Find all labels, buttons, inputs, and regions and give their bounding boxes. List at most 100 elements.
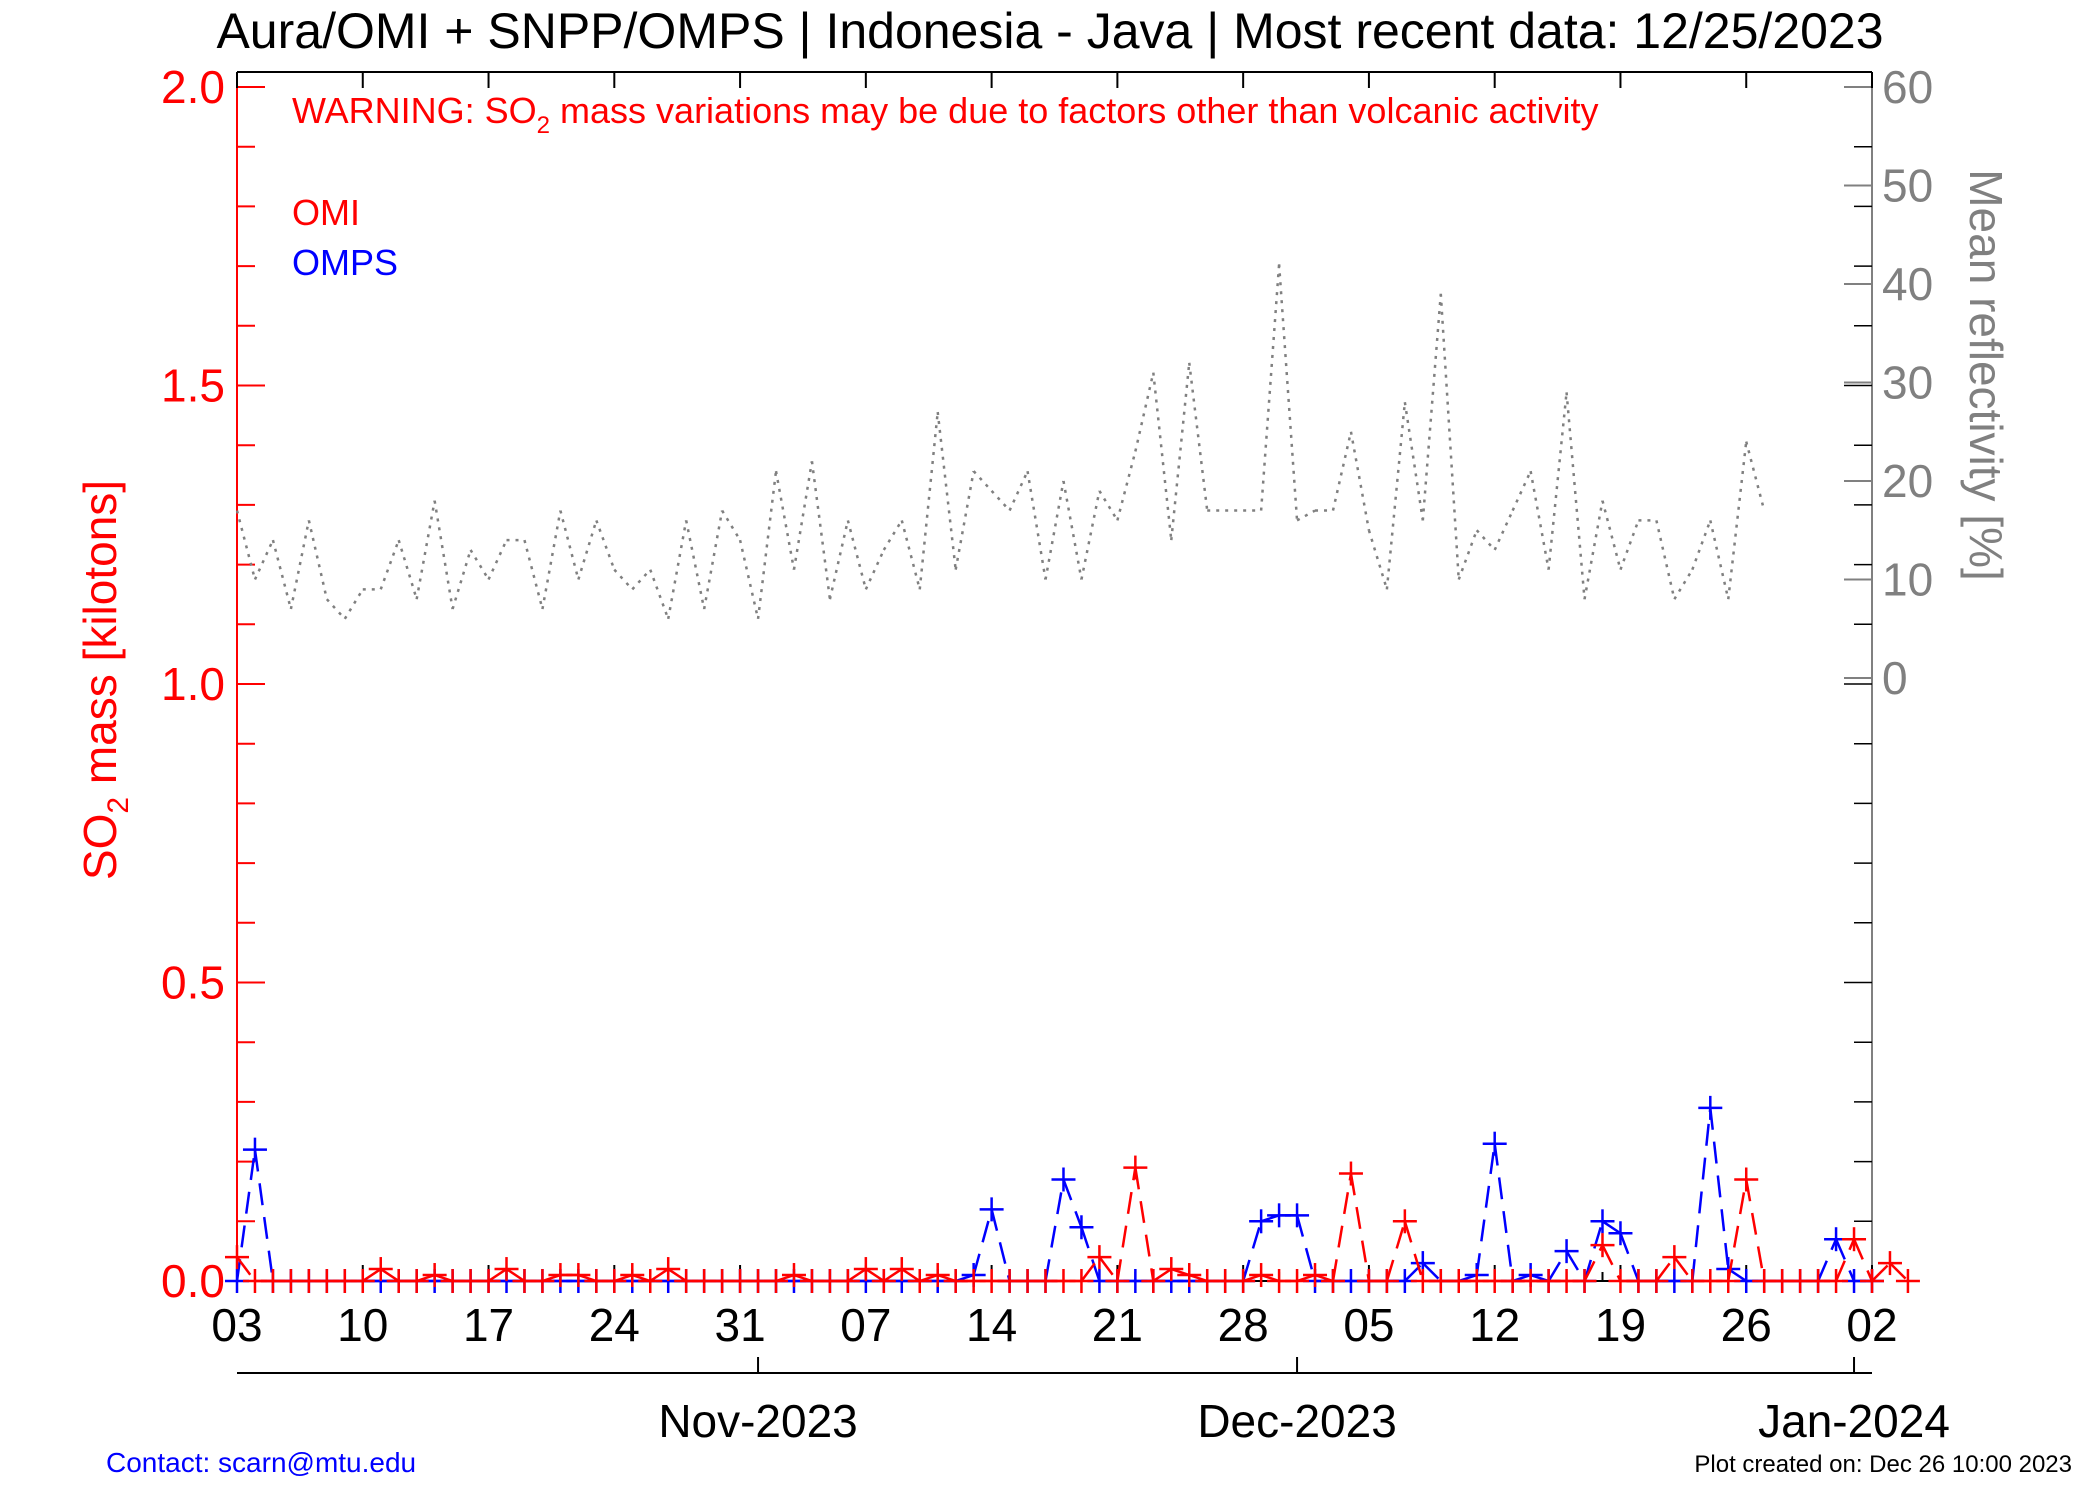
omps-segment — [1816, 1238, 1838, 1282]
reflectivity-segment — [1134, 372, 1155, 452]
reflectivity-series — [235, 264, 1766, 620]
omps-segment — [972, 1209, 993, 1276]
reflectivity-segment — [1529, 470, 1550, 570]
omps-series — [225, 1095, 1884, 1293]
omps-point — [1051, 1167, 1076, 1192]
omi-point — [476, 1269, 501, 1293]
omi-segment — [236, 1256, 256, 1282]
reflectivity-segment — [235, 510, 257, 580]
reflectivity-segment — [379, 539, 400, 590]
reflectivity-segment — [1547, 392, 1568, 570]
x-tick-label: 28 — [1218, 1299, 1269, 1351]
y-tick-label-right: 60 — [1882, 61, 1933, 113]
reflectivity-segment — [1493, 510, 1514, 551]
reflectivity-segment — [1439, 293, 1461, 580]
reflectivity-segment — [954, 470, 975, 570]
y-axis-left-label: SO2 mass [kilotons] — [74, 480, 135, 880]
axis-ticks — [236, 72, 1873, 1373]
omi-point — [494, 1257, 519, 1282]
reflectivity-segment — [253, 539, 275, 581]
omi-point — [1590, 1233, 1615, 1258]
omi-point — [566, 1263, 591, 1288]
omi-segment — [1385, 1220, 1407, 1282]
reflectivity-segment — [666, 520, 688, 620]
omi-point — [1105, 1269, 1130, 1293]
omi-point — [1141, 1269, 1166, 1293]
omi-segment — [1331, 1173, 1353, 1282]
y-tick-label-left: 2.0 — [161, 61, 225, 113]
omps-segment — [1547, 1250, 1568, 1282]
omi-point — [1824, 1269, 1849, 1293]
reflectivity-segment — [990, 490, 1011, 512]
omi-segment — [505, 1268, 526, 1283]
reflectivity-segment — [1349, 431, 1371, 531]
reflectivity-segment — [810, 461, 832, 600]
omi-point — [1716, 1269, 1741, 1293]
month-label: Dec-2023 — [1197, 1395, 1396, 1447]
omi-segment — [1852, 1238, 1874, 1282]
reflectivity-segment — [1188, 362, 1209, 511]
omi-segment — [487, 1268, 508, 1283]
omi-point — [1231, 1269, 1256, 1293]
omps-segment — [253, 1149, 275, 1282]
omi-point — [925, 1263, 950, 1288]
omps-point — [1554, 1239, 1579, 1264]
omi-segment — [1834, 1238, 1856, 1282]
omi-segment — [1134, 1167, 1155, 1282]
omps-segment — [1241, 1220, 1263, 1282]
x-tick-label: 19 — [1595, 1299, 1646, 1351]
y-tick-label-left: 0.5 — [161, 957, 225, 1009]
y-tick-label-right: 40 — [1882, 258, 1933, 310]
omi-segment — [865, 1268, 885, 1283]
reflectivity-segment — [397, 539, 418, 600]
y-tick-label-right: 50 — [1882, 160, 1933, 212]
omi-point — [1662, 1245, 1687, 1270]
y-tick-label-left: 1.0 — [161, 658, 225, 710]
omi-segment — [847, 1268, 867, 1283]
reflectivity-segment — [487, 539, 508, 581]
reflectivity-segment — [271, 539, 293, 610]
omi-point — [889, 1257, 914, 1282]
omi-point — [871, 1269, 896, 1293]
reflectivity-segment — [559, 510, 580, 580]
y-tick-label-right: 0 — [1882, 652, 1908, 704]
omi-point — [764, 1269, 789, 1293]
omps-point — [1608, 1221, 1633, 1246]
omi-point — [1644, 1269, 1669, 1293]
reflectivity-segment — [774, 470, 796, 570]
reflectivity-segment — [541, 510, 562, 610]
reflectivity-segment — [846, 520, 868, 590]
omi-point — [422, 1263, 447, 1288]
reflectivity-segment — [1583, 500, 1604, 600]
omi-segment — [1403, 1220, 1425, 1282]
omi-segment — [1349, 1173, 1371, 1282]
y-axis-right-label: Mean reflectivity [%] — [1960, 169, 2012, 581]
reflectivity-segment — [649, 569, 670, 620]
x-tick-label: 21 — [1092, 1299, 1143, 1351]
y-tick-label-left: 0.0 — [161, 1255, 225, 1307]
omi-point — [1249, 1263, 1274, 1288]
reflectivity-segment — [1331, 431, 1353, 511]
omi-point — [1877, 1251, 1902, 1276]
reflectivity-segment — [289, 520, 311, 610]
omi-segment — [1152, 1268, 1172, 1283]
reflectivity-segment — [1655, 520, 1676, 600]
omi-segment — [362, 1268, 382, 1283]
omi-point — [656, 1257, 681, 1282]
reflectivity-segment — [1062, 480, 1083, 580]
omi-segment — [1116, 1167, 1137, 1282]
omps-point — [1482, 1131, 1507, 1156]
omi-point — [368, 1257, 393, 1282]
month-label: Nov-2023 — [658, 1395, 857, 1447]
reflectivity-segment — [523, 539, 544, 610]
omi-point — [1895, 1269, 1920, 1293]
omps-segment — [990, 1209, 1011, 1282]
omps-segment — [1295, 1215, 1317, 1282]
omi-point — [404, 1269, 429, 1293]
omi-segment — [1727, 1179, 1748, 1282]
omi-segment — [901, 1268, 921, 1283]
reflectivity-segment — [1727, 441, 1748, 600]
reflectivity-segment — [1277, 264, 1299, 521]
omi-segment — [1871, 1262, 1891, 1282]
month-label: Jan-2024 — [1758, 1395, 1950, 1447]
